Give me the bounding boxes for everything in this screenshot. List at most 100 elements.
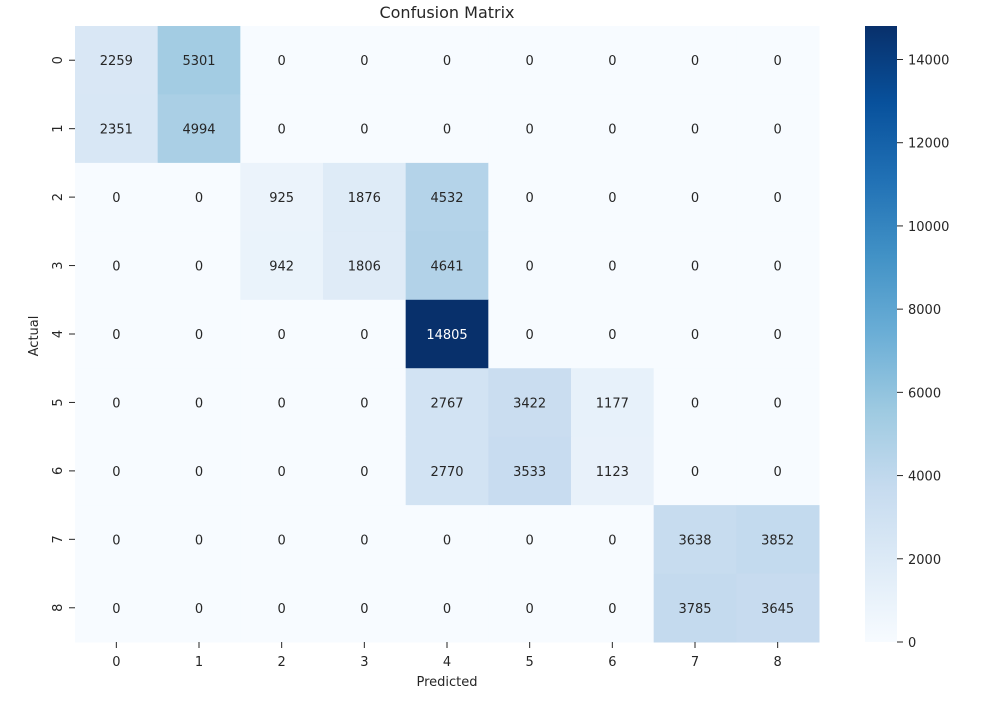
cell-value-label: 0: [360, 328, 368, 343]
heatmap-cell: [157, 94, 241, 164]
heatmap-cell: [653, 299, 737, 369]
cell-value-label: 2770: [430, 465, 463, 480]
cell-value-label: 0: [526, 328, 534, 343]
heatmap-cell: [157, 573, 241, 643]
y-tick-label: 8: [51, 604, 66, 612]
colorbar-tick-label: 10000: [908, 220, 949, 235]
cell-value-label: 0: [278, 54, 286, 69]
cell-value-label: 3785: [678, 602, 711, 617]
cell-value-label: 0: [774, 260, 782, 275]
heatmap-cell: [405, 299, 489, 369]
cell-value-label: 0: [112, 260, 120, 275]
heatmap-cell: [240, 573, 324, 643]
cell-value-label: 0: [608, 123, 616, 138]
cell-value-label: 0: [360, 123, 368, 138]
cell-value-label: 0: [691, 123, 699, 138]
y-axis-ticks: 0 1 2 3 4 5 6 7 8: [51, 56, 75, 612]
heatmap-cell: [157, 231, 241, 301]
cell-value-label: 0: [526, 260, 534, 275]
heatmap-cell: [571, 299, 655, 369]
cell-value-label: 0: [608, 54, 616, 69]
cell-value-label: 0: [278, 396, 286, 411]
heatmap-cell: [405, 231, 489, 301]
heatmap-cell: [571, 94, 655, 164]
cell-value-label: 0: [195, 191, 203, 206]
heatmap-cell: [488, 231, 572, 301]
heatmap-cell: [571, 162, 655, 232]
cell-value-label: 0: [608, 260, 616, 275]
cell-value-label: 0: [195, 396, 203, 411]
cell-value-label: 1806: [348, 260, 381, 275]
x-tick-label: 7: [691, 655, 699, 670]
heatmap-cell: [653, 94, 737, 164]
colorbar-tick-label: 12000: [908, 137, 949, 152]
y-tick-label: 2: [51, 193, 66, 201]
heatmap-cell: [323, 505, 407, 575]
heatmap-cell: [653, 436, 737, 506]
cell-value-label: 4994: [182, 123, 215, 138]
cell-value-label: 3533: [513, 465, 546, 480]
colorbar-tick-label: 2000: [908, 553, 941, 568]
heatmap-cell: [488, 162, 572, 232]
cell-value-label: 3645: [761, 602, 794, 617]
heatmap-cell: [488, 26, 572, 95]
heatmap-cell: [736, 299, 820, 369]
y-tick-label: 3: [51, 261, 66, 269]
cell-value-label: 0: [691, 260, 699, 275]
cell-value-label: 0: [112, 191, 120, 206]
heatmap-cell: [240, 26, 324, 95]
cell-value-label: 0: [608, 191, 616, 206]
x-tick-label: 0: [112, 655, 120, 670]
cell-value-label: 0: [608, 328, 616, 343]
heatmap-cell: [157, 505, 241, 575]
heatmap-cell: [405, 505, 489, 575]
cell-value-label: 0: [278, 328, 286, 343]
cell-value-label: 0: [360, 396, 368, 411]
heatmap-cell: [488, 436, 572, 506]
cell-value-label: 0: [360, 54, 368, 69]
cell-value-label: 1123: [596, 465, 629, 480]
cell-value-label: 0: [608, 533, 616, 548]
heatmap-cell: [571, 436, 655, 506]
x-tick-label: 4: [443, 655, 451, 670]
colorbar-tick-label: 8000: [908, 303, 941, 318]
cell-value-label: 3638: [678, 533, 711, 548]
heatmap-cell: [571, 231, 655, 301]
colorbar-tick-label: 0: [908, 636, 916, 651]
heatmap-cell: [323, 299, 407, 369]
heatmap-cell: [736, 573, 820, 643]
heatmap-cell: [157, 436, 241, 506]
heatmap-cell: [157, 162, 241, 232]
cell-value-label: 2767: [430, 396, 463, 411]
heatmap-cell: [488, 505, 572, 575]
cell-value-label: 0: [360, 533, 368, 548]
y-tick-label: 0: [51, 56, 66, 64]
cell-value-label: 0: [443, 54, 451, 69]
cell-value-label: 0: [526, 54, 534, 69]
cell-value-label: 0: [691, 328, 699, 343]
cell-value-label: 0: [112, 602, 120, 617]
y-tick-label: 7: [51, 535, 66, 543]
cell-value-label: 5301: [182, 54, 215, 69]
x-axis-ticks: 0 1 2 3 4 5 6 7 8: [112, 642, 782, 670]
x-tick-label: 8: [774, 655, 782, 670]
heatmap-cell: [653, 368, 737, 438]
cell-value-label: 0: [774, 465, 782, 480]
cell-value-label: 0: [691, 396, 699, 411]
cell-value-label: 0: [526, 602, 534, 617]
colorbar-ticks: 0 2000 4000 6000 8000 10000 12000 14000: [897, 53, 949, 651]
y-tick-label: 6: [51, 467, 66, 475]
cell-value-label: 0: [774, 54, 782, 69]
heatmap-cell: [240, 94, 324, 164]
cell-value-label: 0: [195, 260, 203, 275]
heatmap-cell: [736, 231, 820, 301]
heatmap-cell: [323, 368, 407, 438]
cell-value-label: 0: [443, 602, 451, 617]
y-tick-label: 5: [51, 398, 66, 406]
heatmap-cell: [240, 231, 324, 301]
heatmap-cell: [405, 162, 489, 232]
cell-value-label: 4641: [430, 260, 463, 275]
heatmap-cell: [736, 505, 820, 575]
heatmap-cell: [157, 368, 241, 438]
heatmap-cell: [75, 368, 159, 438]
